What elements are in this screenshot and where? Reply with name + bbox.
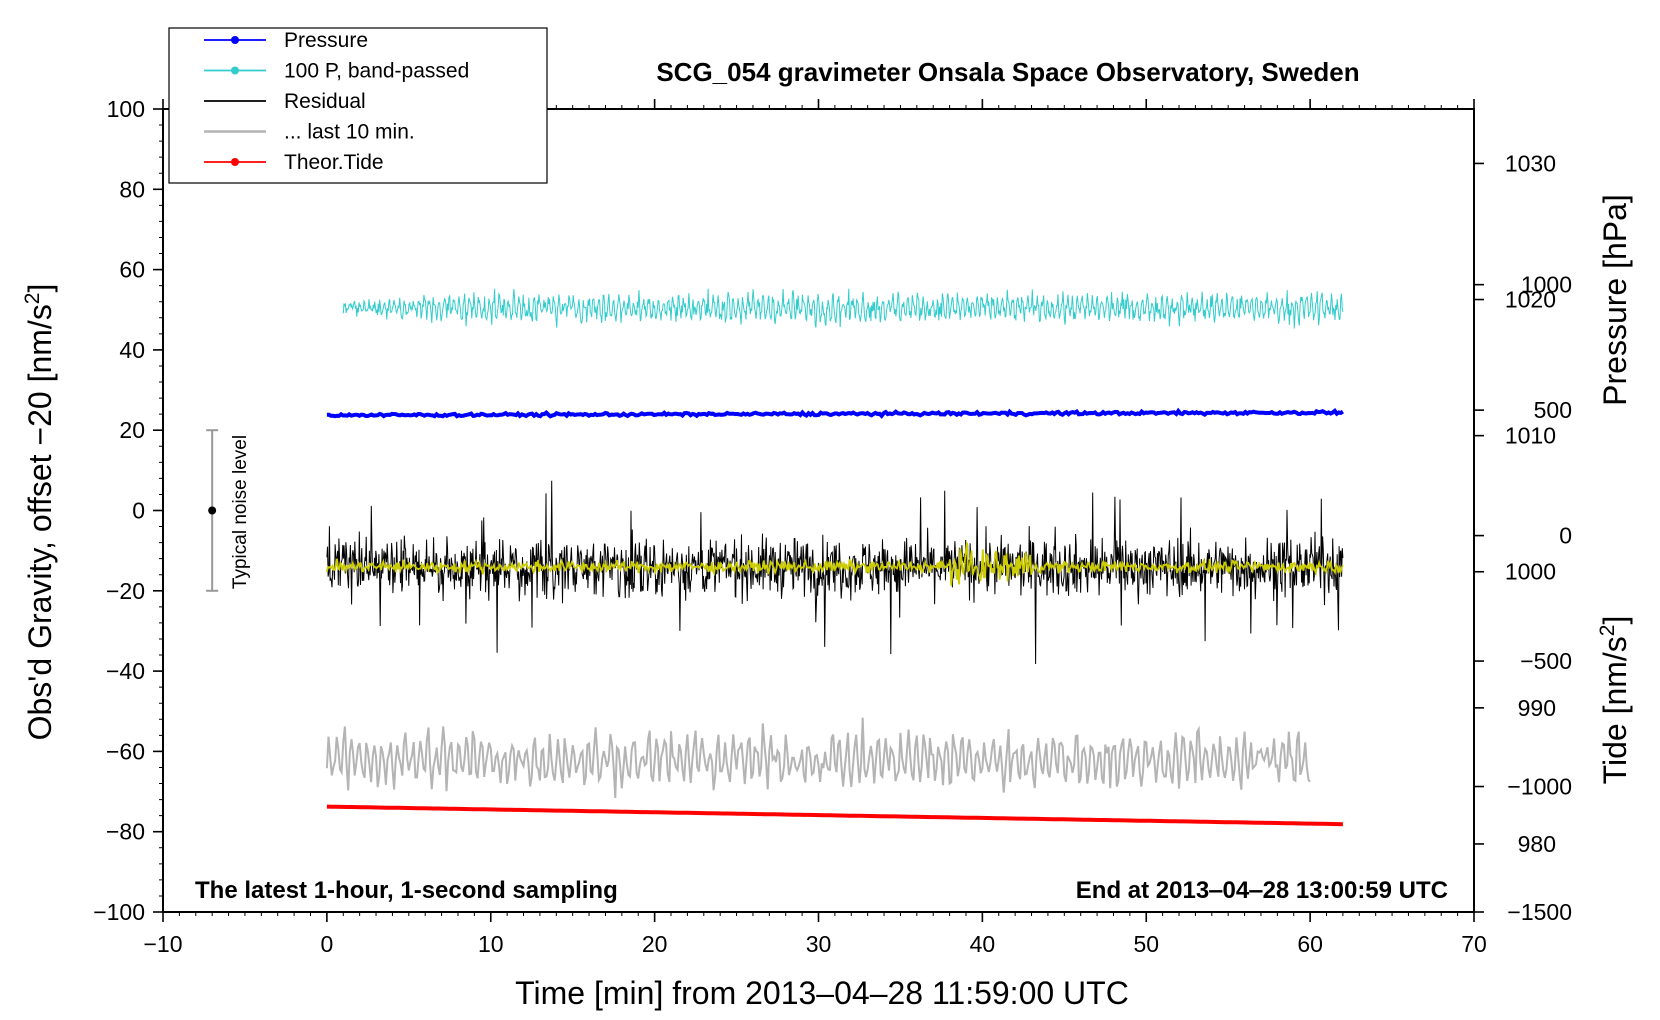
- pressure-axis-ticks: 1030 1020 1010 1000 990 980: [1474, 150, 1556, 857]
- y-axis-label: Obs'd Gravity, offset −20 [nm/s2]: [21, 284, 58, 741]
- tide-axis-label: Tide [nm/s2]: [1596, 616, 1633, 785]
- legend-label-4: Theor.Tide: [284, 151, 384, 174]
- y-tick-label-3: 40: [119, 337, 145, 363]
- x-tick-label-0: −10: [143, 931, 182, 957]
- legend-marker-1: [231, 66, 239, 75]
- annotation-end-time: End at 2013‒04‒28 13:00:59 UTC: [1076, 877, 1448, 904]
- legend-marker-4: [231, 158, 239, 166]
- tide-tick-label-4: −1000: [1507, 774, 1572, 800]
- y-tick-label-4: 20: [119, 417, 145, 443]
- legend: Pressure 100 P, band‑passed Residual ... la…: [168, 27, 548, 184]
- noise-bar-center-dot: [208, 506, 217, 515]
- y-axis-label-text: Obs'd Gravity, offset −20 [nm/s: [22, 304, 58, 740]
- chart-title: SCG_054 gravimeter Onsala Space Observat…: [656, 57, 1359, 87]
- series-bandpassed-line: [342, 288, 1344, 329]
- tide-axis-label-text: Tide [nm/s: [1597, 636, 1633, 784]
- x-tick-label-3: 20: [642, 931, 668, 957]
- pressure-tick-label-0: 1030: [1505, 150, 1556, 176]
- pressure-tick-label-5: 980: [1518, 831, 1556, 857]
- y-axis-label-end: ]: [22, 284, 58, 293]
- tide-tick-label-2: 0: [1559, 523, 1572, 549]
- tide-axis-label-end: ]: [1597, 616, 1633, 625]
- x-tick-label-6: 50: [1133, 931, 1159, 957]
- legend-label-3: ... last 10 min.: [284, 121, 415, 144]
- y-axis-label-sup: 2: [21, 292, 44, 304]
- y-tick-label-0: 100: [107, 96, 145, 122]
- tide-tick-label-3: −500: [1520, 648, 1572, 674]
- tide-tick-label-0: 1000: [1521, 272, 1572, 298]
- pressure-axis-label: Pressure [hPa]: [1597, 194, 1633, 406]
- x-tick-label-7: 60: [1297, 931, 1323, 957]
- legend-box: [168, 27, 548, 184]
- annotation-sampling: The latest 1‑hour, 1‑second sampling: [195, 877, 618, 904]
- tide-axis-label-sup: 2: [1596, 625, 1619, 637]
- x-axis-ticks: −10 0 10 20 30 40 50 60 70: [143, 99, 1487, 957]
- y-tick-label-10: −100: [93, 899, 145, 925]
- y-axis-ticks: 100 80 60 40 20 0 −20 −40 −60 −80 −100: [93, 96, 163, 925]
- y-tick-label-8: −60: [106, 738, 145, 764]
- y-tick-label-6: −20: [106, 578, 145, 604]
- y-tick-label-5: 0: [132, 498, 145, 524]
- y-tick-label-7: −40: [106, 658, 145, 684]
- x-tick-label-1: 0: [320, 931, 333, 957]
- series-pressure-line: [326, 407, 1344, 419]
- series-layer: [325, 288, 1344, 827]
- y-tick-label-2: 60: [119, 257, 145, 283]
- tide-axis-ticks: 1000 500 0 −500 −1000 −1500: [1474, 272, 1572, 925]
- y-tick-label-9: −80: [106, 819, 145, 845]
- pressure-tick-label-2: 1010: [1505, 423, 1556, 449]
- x-axis-label: Time [min] from 2013‒04‒28 11:59:00 UTC: [515, 975, 1129, 1011]
- series-residual-smoothed-line: [326, 542, 1344, 586]
- series-last10min-line: [325, 717, 1311, 799]
- legend-items: Pressure 100 P, band‑passed Residual ... la…: [204, 29, 469, 174]
- legend-marker-0: [231, 36, 239, 44]
- x-tick-label-2: 10: [478, 931, 504, 957]
- legend-label-0: Pressure: [284, 29, 368, 52]
- legend-label-2: Residual: [284, 90, 366, 113]
- noise-level-bar: [206, 429, 219, 592]
- pressure-tick-label-3: 1000: [1505, 559, 1556, 585]
- y-tick-label-1: 80: [119, 176, 145, 202]
- tide-tick-label-5: −1500: [1507, 899, 1572, 925]
- tide-tick-label-1: 500: [1534, 397, 1572, 423]
- x-tick-label-8: 70: [1461, 931, 1487, 957]
- legend-label-1: 100 P, band‑passed: [284, 60, 469, 83]
- series-tide-line: [326, 804, 1343, 827]
- series-residual-line: [326, 480, 1344, 665]
- x-tick-label-5: 40: [970, 931, 996, 957]
- pressure-tick-label-1: 1020: [1505, 287, 1556, 313]
- pressure-tick-label-4: 990: [1518, 695, 1556, 721]
- noise-level-label: Typical noise level: [230, 435, 251, 589]
- x-tick-label-4: 30: [806, 931, 832, 957]
